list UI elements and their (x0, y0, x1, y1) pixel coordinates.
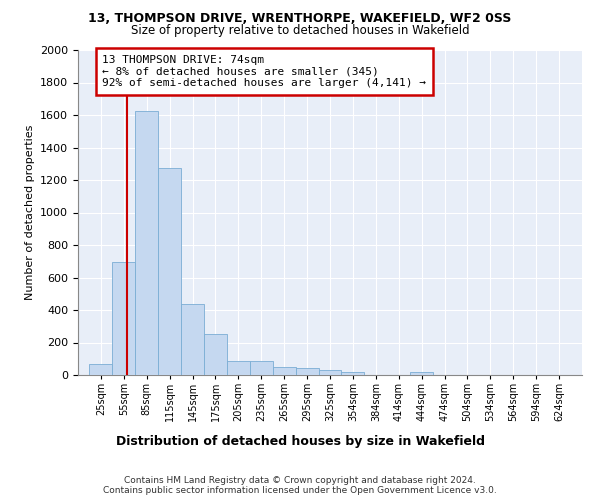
Bar (135, 111, 158, 375)
Bar (227, 360, 250, 375)
Bar (273, 366, 296, 375)
Text: Size of property relative to detached houses in Wakefield: Size of property relative to detached ho… (131, 24, 469, 37)
Bar (112, 262, 135, 375)
Bar (319, 370, 341, 375)
Bar (181, 304, 204, 375)
Bar (296, 368, 319, 375)
Bar (89, 364, 112, 375)
Text: Distribution of detached houses by size in Wakefield: Distribution of detached houses by size … (115, 435, 485, 448)
Bar (158, 168, 181, 375)
Text: 13 THOMPSON DRIVE: 74sqm
← 8% of detached houses are smaller (345)
92% of semi-d: 13 THOMPSON DRIVE: 74sqm ← 8% of detache… (103, 55, 427, 88)
Text: Contains HM Land Registry data © Crown copyright and database right 2024.: Contains HM Land Registry data © Crown c… (124, 476, 476, 485)
Bar (341, 372, 364, 375)
Y-axis label: Number of detached properties: Number of detached properties (25, 125, 35, 300)
Bar (410, 372, 433, 375)
Bar (204, 334, 227, 375)
Text: 13, THOMPSON DRIVE, WRENTHORPE, WAKEFIELD, WF2 0SS: 13, THOMPSON DRIVE, WRENTHORPE, WAKEFIEL… (88, 12, 512, 26)
Text: Contains public sector information licensed under the Open Government Licence v3: Contains public sector information licen… (103, 486, 497, 495)
Bar (250, 360, 273, 375)
